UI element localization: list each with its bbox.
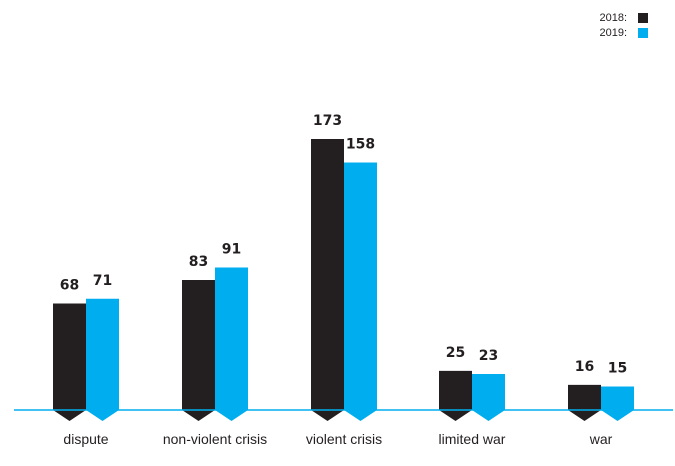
legend-swatch-2019 bbox=[638, 27, 648, 38]
data-label-2019-dispute: 71 bbox=[93, 273, 112, 289]
data-label-2018-limited-war: 25 bbox=[446, 345, 465, 361]
data-label-2018-war: 16 bbox=[575, 359, 594, 375]
data-label-2019-war: 15 bbox=[608, 361, 627, 377]
bar-2019-war bbox=[601, 386, 634, 421]
data-label-2018-non-violent-crisis: 83 bbox=[189, 254, 208, 270]
data-label-2018-dispute: 68 bbox=[60, 277, 79, 293]
bar-2018-limited-war bbox=[439, 370, 472, 421]
category-label-limited-war: limited war bbox=[439, 431, 506, 447]
category-label-violent-crisis: violent crisis bbox=[306, 431, 382, 447]
bar-2018-violent-crisis bbox=[311, 139, 344, 421]
category-label-dispute: dispute bbox=[63, 431, 108, 447]
legend-swatch-2018 bbox=[638, 12, 648, 23]
bar-2019-limited-war bbox=[472, 373, 505, 421]
legend: 2018: 2019: bbox=[599, 10, 648, 40]
bar-2019-violent-crisis bbox=[344, 162, 377, 421]
data-label-2019-limited-war: 23 bbox=[479, 348, 498, 364]
data-label-2019-non-violent-crisis: 91 bbox=[222, 241, 241, 257]
data-label-2019-violent-crisis: 158 bbox=[346, 136, 375, 152]
legend-item-2019: 2019: bbox=[599, 25, 648, 40]
bar-2018-non-violent-crisis bbox=[182, 279, 215, 421]
data-label-2018-violent-crisis: 173 bbox=[313, 113, 342, 129]
category-label-non-violent-crisis: non-violent crisis bbox=[163, 431, 267, 447]
legend-item-2018: 2018: bbox=[599, 10, 648, 25]
bar-2019-non-violent-crisis bbox=[215, 267, 248, 421]
bar-2019-dispute bbox=[86, 298, 119, 421]
legend-label-2019: 2019: bbox=[599, 26, 627, 39]
legend-label-2018: 2018: bbox=[599, 11, 627, 24]
bar-2018-war bbox=[568, 384, 601, 421]
category-label-war: war bbox=[589, 431, 613, 447]
bar-2018-dispute bbox=[53, 303, 86, 421]
bars-group bbox=[53, 139, 634, 421]
